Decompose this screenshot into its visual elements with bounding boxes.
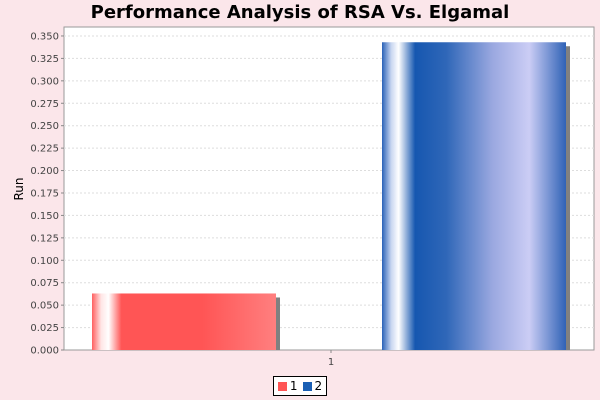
y-tick-label: 0.050 xyxy=(30,301,59,312)
legend-swatch-1 xyxy=(277,381,287,391)
y-tick-label: 0.025 xyxy=(30,323,59,334)
y-tick-label: 0.100 xyxy=(30,256,59,267)
y-tick-label: 0.000 xyxy=(30,346,59,357)
bars xyxy=(92,42,570,350)
y-tick-label: 0.075 xyxy=(30,278,59,289)
y-tick-label: 0.325 xyxy=(30,54,59,65)
legend: 1 2 xyxy=(273,376,327,396)
axes: 0.000 0.025 0.050 0.075 0.100 0.125 0.150 0.175… xyxy=(30,31,334,368)
y-tick-label: 0.125 xyxy=(30,233,59,244)
legend-item-1: 1 xyxy=(277,379,298,393)
y-tick-label: 0.200 xyxy=(30,166,59,177)
y-tick-label: 0.275 xyxy=(30,99,59,110)
y-tick-label: 0.150 xyxy=(30,211,59,222)
y-tick-label: 0.250 xyxy=(30,121,59,132)
y-axis-title: Run xyxy=(12,177,26,200)
legend-label-1: 1 xyxy=(289,379,298,393)
y-tick-label: 0.300 xyxy=(30,76,59,87)
chart-title: Performance Analysis of RSA Vs. Elgamal xyxy=(90,2,510,23)
legend-item-2: 2 xyxy=(302,379,323,393)
bar-series-2 xyxy=(382,42,566,350)
legend-swatch-2 xyxy=(302,381,312,391)
bar-series-1 xyxy=(92,293,276,350)
y-tick-label: 0.175 xyxy=(30,188,59,199)
y-tick-label: 0.350 xyxy=(30,31,59,42)
legend-label-2: 2 xyxy=(314,379,323,393)
y-tick-label: 0.225 xyxy=(30,144,59,155)
x-tick-label: 1 xyxy=(328,357,334,368)
